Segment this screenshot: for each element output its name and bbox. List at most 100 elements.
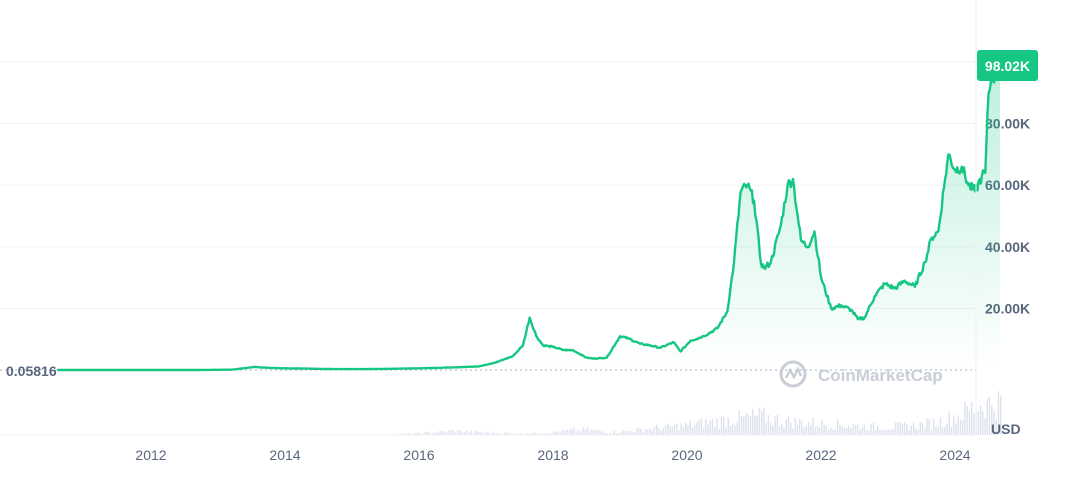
- volume-bar: [832, 429, 834, 435]
- volume-bar: [571, 429, 573, 435]
- volume-bar: [872, 422, 875, 435]
- volume-bar: [821, 419, 823, 435]
- volume-bar: [946, 423, 948, 435]
- x-tick-label: 2024: [939, 447, 970, 463]
- volume-bar: [778, 426, 781, 435]
- volume-bar: [542, 433, 544, 435]
- volume-bar: [734, 425, 736, 435]
- volume-bar: [680, 423, 682, 435]
- volume-bar: [959, 419, 962, 435]
- x-tick-label: 2014: [269, 447, 300, 463]
- volume-bar: [593, 430, 595, 435]
- volume-bar: [736, 422, 738, 435]
- volume-bar: [454, 432, 457, 435]
- volume-bar: [986, 398, 988, 435]
- volume-bar: [883, 429, 886, 435]
- volume-bar: [772, 425, 774, 435]
- volume-bar: [604, 433, 606, 435]
- volume-bar: [857, 424, 859, 435]
- volume-bar: [678, 430, 680, 435]
- volume-bar: [935, 426, 937, 435]
- volume-bar: [810, 425, 812, 435]
- volume-bar: [580, 431, 582, 435]
- volume-bar: [582, 427, 584, 435]
- volume-bar: [798, 418, 801, 435]
- volume-bar: [568, 429, 571, 435]
- volume-bar: [801, 421, 803, 435]
- volume-bar: [470, 430, 472, 435]
- volume-bar: [729, 426, 732, 435]
- volume-bar: [548, 433, 551, 435]
- volume-bar: [848, 426, 850, 435]
- volume-bar: [486, 431, 488, 435]
- volume-bar: [555, 431, 557, 435]
- volume-bar: [890, 429, 892, 435]
- x-tick-label: 2012: [135, 447, 166, 463]
- volume-bar: [696, 422, 698, 435]
- volume-bar: [694, 424, 696, 435]
- volume-bar: [807, 422, 810, 435]
- volume-bar: [673, 424, 676, 435]
- volume-bar: [957, 415, 959, 435]
- volume-bar: [767, 415, 770, 435]
- volume-bar: [787, 416, 790, 435]
- volume-bar: [401, 433, 403, 435]
- volume-bar: [910, 425, 912, 435]
- volume-bar: [595, 429, 598, 435]
- volume-bar: [658, 427, 660, 435]
- volume-bar: [861, 427, 863, 435]
- volume-bar: [731, 424, 734, 435]
- x-tick-label: 2022: [805, 447, 836, 463]
- volume-bar: [544, 433, 546, 435]
- volume-bar: [845, 428, 848, 435]
- volume-bar: [926, 418, 928, 435]
- volume-bar: [796, 424, 799, 435]
- volume-bar: [504, 432, 506, 435]
- volume-bar: [908, 430, 910, 435]
- volume-bar: [921, 422, 924, 435]
- volume-bar: [955, 423, 957, 435]
- volume-bar: [644, 429, 647, 435]
- volume-bar: [586, 427, 589, 435]
- volume-bar: [430, 433, 432, 435]
- volume-bar: [691, 427, 694, 435]
- volume-bar: [649, 428, 651, 435]
- volume-bar: [803, 427, 805, 435]
- volume-bar: [443, 431, 446, 435]
- volume-bar: [941, 427, 944, 435]
- volume-bar: [609, 433, 611, 435]
- volume-bar: [785, 420, 787, 435]
- volume-bar: [676, 423, 678, 435]
- volume-bar: [631, 432, 633, 435]
- volume-bar: [597, 429, 600, 435]
- volume-bar: [423, 432, 426, 435]
- volume-bar: [948, 411, 950, 435]
- volume-bar: [488, 432, 490, 435]
- volume-bar: [606, 433, 609, 435]
- volume-bar: [698, 420, 700, 435]
- x-tick-label: 2018: [537, 447, 568, 463]
- volume-bar: [481, 432, 484, 435]
- volume-bar: [510, 433, 513, 435]
- volume-bar: [535, 433, 537, 435]
- volume-bar: [533, 432, 535, 435]
- volume-bar: [490, 433, 493, 435]
- volume-bar: [854, 424, 857, 435]
- volume-bar: [997, 391, 1000, 435]
- volume-bar: [763, 407, 765, 435]
- volume-bar: [714, 426, 716, 435]
- volume-bar: [783, 427, 785, 435]
- volume-bar: [924, 428, 926, 435]
- volume-bar: [930, 429, 933, 435]
- volume-bar: [475, 430, 477, 435]
- volume-bar: [626, 431, 629, 435]
- volume-bar: [526, 433, 528, 435]
- volume-bar: [551, 433, 553, 435]
- volume-bar: [622, 430, 624, 435]
- volume-bar: [629, 430, 631, 435]
- x-tick-label: 2020: [671, 447, 702, 463]
- volume-bar: [446, 432, 448, 435]
- volume-bar: [519, 433, 522, 435]
- volume-bar: [495, 433, 497, 435]
- volume-bar: [566, 429, 568, 435]
